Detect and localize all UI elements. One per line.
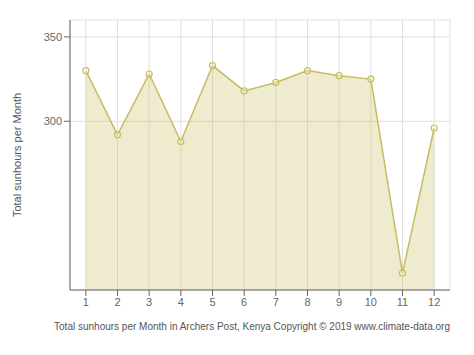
svg-text:9: 9 <box>336 296 342 308</box>
svg-text:3: 3 <box>146 296 152 308</box>
svg-text:Total sunhours per Month: Total sunhours per Month <box>11 93 23 217</box>
svg-text:1: 1 <box>83 296 89 308</box>
svg-text:7: 7 <box>273 296 279 308</box>
svg-text:11: 11 <box>397 296 408 308</box>
svg-text:12: 12 <box>428 296 440 308</box>
svg-text:8: 8 <box>304 296 310 308</box>
svg-text:10: 10 <box>365 296 377 308</box>
svg-text:2: 2 <box>114 296 120 308</box>
svg-text:300: 300 <box>44 115 62 127</box>
svg-text:350: 350 <box>44 31 62 43</box>
svg-text:4: 4 <box>178 296 184 308</box>
svg-text:6: 6 <box>241 296 247 308</box>
html-text:Total sunhours per Month in Ar: Total sunhours per Month in Archers Post… <box>54 321 450 332</box>
svg-text:5: 5 <box>209 296 215 308</box>
